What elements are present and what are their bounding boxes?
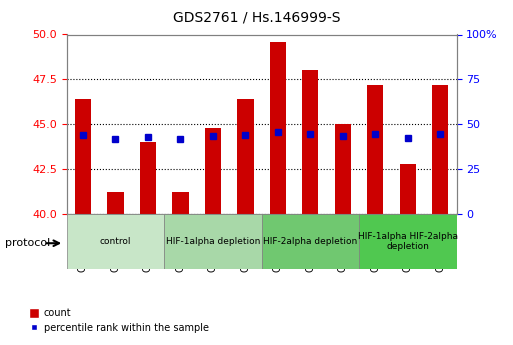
Text: HIF-1alpha depletion: HIF-1alpha depletion	[166, 237, 260, 246]
Bar	[107, 193, 124, 214]
Legend: count, percentile rank within the sample: count, percentile rank within the sample	[25, 304, 213, 337]
Bar	[334, 124, 351, 214]
Bar	[140, 142, 156, 214]
Bar	[270, 42, 286, 214]
Bar	[302, 70, 319, 214]
Text: protocol: protocol	[5, 238, 50, 248]
Bar	[432, 85, 448, 214]
Bar	[237, 99, 253, 214]
FancyBboxPatch shape	[262, 214, 359, 269]
Bar	[75, 99, 91, 214]
Bar	[205, 128, 221, 214]
FancyBboxPatch shape	[359, 214, 457, 269]
Bar	[172, 193, 188, 214]
Text: control: control	[100, 237, 131, 246]
Text: HIF-2alpha depletion: HIF-2alpha depletion	[263, 237, 358, 246]
Bar	[400, 164, 416, 214]
Text: GDS2761 / Hs.146999-S: GDS2761 / Hs.146999-S	[173, 10, 340, 24]
FancyBboxPatch shape	[164, 214, 262, 269]
FancyBboxPatch shape	[67, 214, 164, 269]
Text: HIF-1alpha HIF-2alpha
depletion: HIF-1alpha HIF-2alpha depletion	[358, 232, 458, 251]
Bar	[367, 85, 383, 214]
